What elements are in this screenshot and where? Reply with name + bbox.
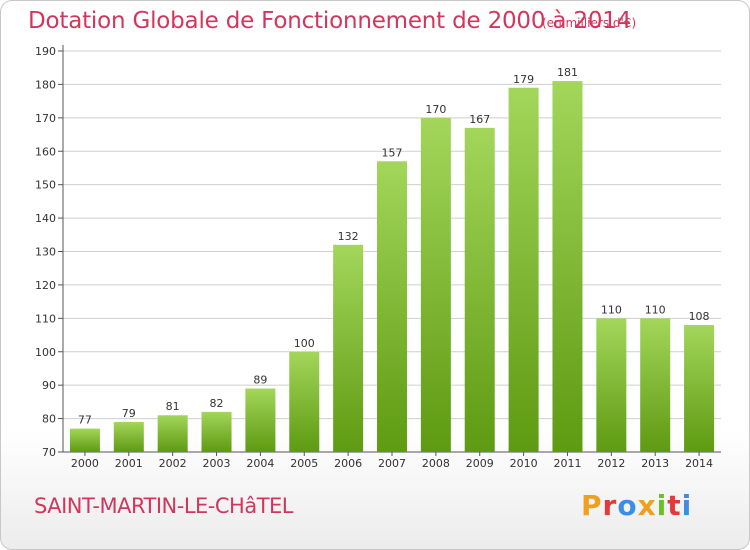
value-label-2014: 108	[689, 310, 710, 323]
bar-2014	[684, 325, 715, 452]
value-label-2006: 132	[338, 230, 359, 243]
y-tick-label: 110	[35, 312, 56, 325]
logo-letter: P	[581, 489, 603, 522]
bar-2006	[333, 244, 364, 452]
x-tick-label-2005: 2005	[290, 457, 318, 470]
x-tick-label-2004: 2004	[246, 457, 274, 470]
bar-2010	[508, 87, 539, 452]
x-tick-label-2013: 2013	[641, 457, 669, 470]
value-label-2013: 110	[645, 303, 666, 316]
value-label-2012: 110	[601, 303, 622, 316]
value-label-2011: 181	[557, 66, 578, 79]
bar-2000	[69, 428, 100, 452]
bar-2012	[596, 318, 627, 452]
x-tick-label-2008: 2008	[422, 457, 450, 470]
x-tick-label-2006: 2006	[334, 457, 362, 470]
x-tick-label-2014: 2014	[685, 457, 713, 470]
bars	[69, 81, 715, 452]
y-tick-label: 130	[35, 246, 56, 259]
y-tick-labels: 70 80 90 100 110 120 130 140 150 160 170 180 190	[35, 45, 56, 459]
logo-letter: i	[656, 489, 668, 522]
y-tick-label: 170	[35, 112, 56, 125]
x-tick-label-2003: 2003	[203, 457, 231, 470]
x-tick-label-2012: 2012	[597, 457, 625, 470]
y-tick-label: 150	[35, 179, 56, 192]
bar-2011	[552, 81, 583, 452]
value-label-2008: 170	[425, 103, 446, 116]
bar-2003	[201, 411, 232, 452]
bar-2009	[464, 127, 495, 452]
bar-2007	[377, 161, 407, 452]
value-label-2009: 167	[469, 113, 490, 126]
value-label-2010: 179	[513, 73, 534, 86]
bar-2013	[640, 318, 671, 452]
bar-2001	[113, 421, 144, 452]
y-tick-label: 70	[42, 446, 56, 459]
x-tick-label-2010: 2010	[510, 457, 538, 470]
value-label-2002: 81	[166, 400, 180, 413]
logo-letter: x	[637, 489, 657, 522]
y-tick-label: 100	[35, 346, 56, 359]
value-labels: 77 79 81 82 89 100 132 157 170 167 179 181 110 110 108	[78, 66, 710, 427]
y-tick-label: 190	[35, 45, 56, 58]
x-tick-label-2000: 2000	[71, 457, 99, 470]
bar-2005	[289, 351, 320, 452]
value-label-2001: 79	[122, 407, 136, 420]
logo-letter: o	[617, 489, 638, 522]
x-tick-label-2011: 2011	[553, 457, 581, 470]
y-tick-label: 120	[35, 279, 56, 292]
chart-title: Dotation Globale de Fonctionnement de 20…	[28, 8, 632, 34]
value-label-2007: 157	[382, 146, 403, 159]
value-label-2003: 82	[210, 397, 224, 410]
bar-2002	[157, 415, 188, 452]
logo-letter: t	[667, 489, 682, 522]
value-label-2004: 89	[253, 374, 267, 387]
x-tick-label-2002: 2002	[159, 457, 187, 470]
x-tick-label-2007: 2007	[378, 457, 406, 470]
logo-letter: r	[602, 489, 618, 522]
value-label-2000: 77	[78, 414, 92, 427]
y-tick-label: 140	[35, 212, 56, 225]
chart-units: (en milliers d'€)	[542, 16, 637, 30]
y-tick-label: 180	[35, 78, 56, 91]
bar-2004	[245, 388, 276, 452]
proxiti-logo: Proxiti	[581, 489, 692, 522]
x-tick-label-2009: 2009	[466, 457, 494, 470]
y-tick-label: 80	[42, 413, 56, 426]
y-tick-label: 90	[42, 379, 56, 392]
x-tick-labels: 2000 2001 2002 2003 2004 2005 2006 2007 2008 2009…	[71, 452, 713, 470]
logo-letter: i	[681, 489, 693, 522]
commune-name: SAINT-MARTIN-LE-CHâTEL	[34, 494, 294, 518]
x-tick-label-2001: 2001	[115, 457, 143, 470]
value-label-2005: 100	[294, 337, 315, 350]
bar-2008	[420, 117, 451, 452]
y-tick-label: 160	[35, 145, 56, 158]
